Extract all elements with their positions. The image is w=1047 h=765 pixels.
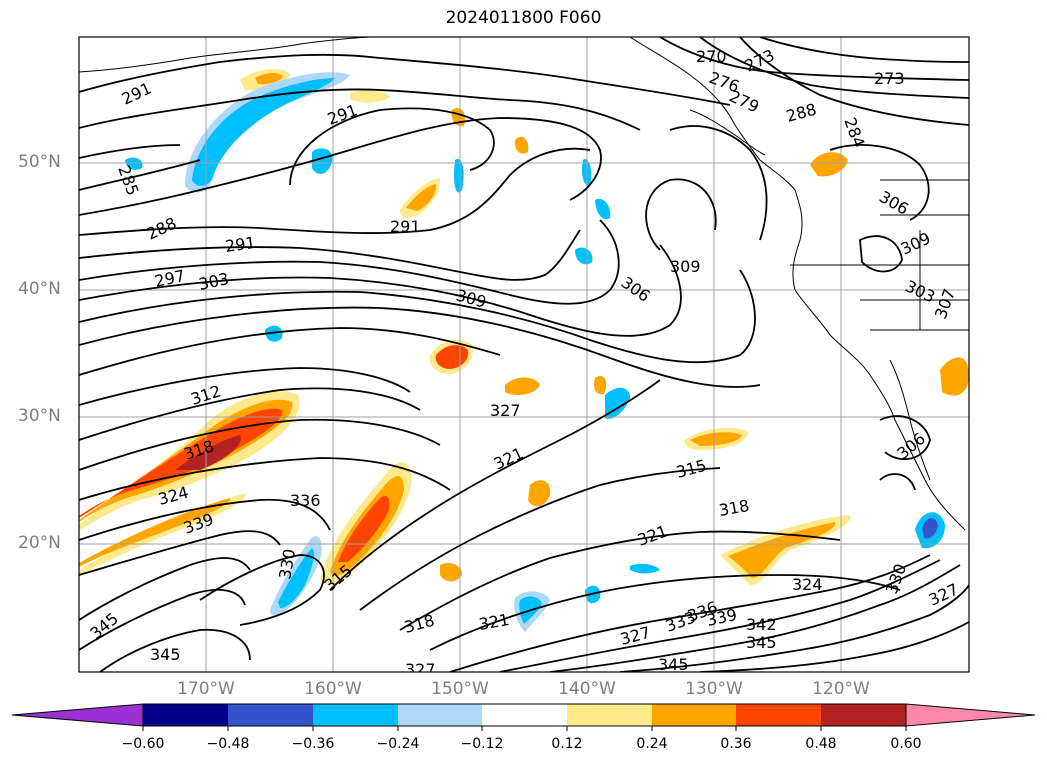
colorbar-tick: −0.48	[206, 736, 250, 752]
colorbar-bin	[482, 704, 567, 726]
contour-label-327c: 327	[405, 660, 436, 679]
contour-label-309b: 309	[670, 257, 701, 276]
colorbar-bin	[652, 704, 736, 726]
colorbar-tick: −0.24	[376, 736, 420, 752]
colorbar-bin	[567, 704, 652, 726]
lat-label-50n: 50°N	[18, 152, 61, 172]
colorbar-tick: 0.12	[551, 736, 583, 752]
map-frame	[78, 36, 970, 673]
contour-label-327: 327	[490, 401, 521, 420]
contour-labels: 291 285 291 291 288 291 297 303 309 306 …	[86, 45, 961, 679]
colorbar-tick: 0.36	[720, 736, 752, 752]
colorbar-tick: −0.36	[291, 736, 335, 752]
colorbar-bin	[398, 704, 482, 726]
lat-label-30n: 30°N	[18, 406, 61, 426]
colorbar-tick: −0.12	[460, 736, 504, 752]
contour-label-324b: 324	[792, 575, 823, 594]
colorbar-bin	[736, 704, 821, 726]
colorbar-tick: 0.60	[890, 736, 922, 752]
colorbar-bin	[228, 704, 313, 726]
contour-label-345c: 345	[658, 655, 689, 674]
contour-label-345b: 345	[746, 633, 777, 652]
contour-label-273b: 273	[874, 69, 905, 88]
colorbar-tick: −0.60	[121, 736, 165, 752]
lon-label-150w: 150°W	[431, 679, 489, 699]
contour-label-270: 270	[696, 47, 727, 66]
colorbar	[11, 703, 1036, 731]
colorbar-bin	[821, 704, 906, 726]
contour-label-345d: 345	[150, 645, 181, 664]
colorbar-tick: 0.24	[636, 736, 668, 752]
lon-label-160w: 160°W	[304, 679, 362, 699]
lon-label-170w: 170°W	[177, 679, 235, 699]
contour-label-291d: 291	[224, 233, 257, 256]
plot-area: 291 285 291 291 288 291 297 303 309 306 …	[79, 37, 969, 679]
lat-label-20n: 20°N	[18, 533, 61, 553]
contour-lines	[79, 37, 969, 672]
lat-label-40n: 40°N	[18, 279, 61, 299]
lon-label-120w: 120°W	[812, 679, 870, 699]
graticule	[79, 37, 969, 672]
lon-label-130w: 130°W	[685, 679, 743, 699]
colorbar-bin	[143, 704, 228, 726]
colorbar-extend-high	[905, 703, 1036, 727]
contour-label-291c: 291	[390, 217, 421, 236]
coastlines	[79, 37, 969, 531]
lon-label-140w: 140°W	[558, 679, 616, 699]
contour-label-342: 342	[746, 615, 777, 634]
chart-title: 2024011800 F060	[445, 8, 602, 28]
colorbar-bin	[313, 704, 398, 726]
colorbar-extend-low	[11, 703, 144, 727]
contour-label-336: 336	[290, 491, 321, 510]
colorbar-tick: 0.48	[805, 736, 837, 752]
